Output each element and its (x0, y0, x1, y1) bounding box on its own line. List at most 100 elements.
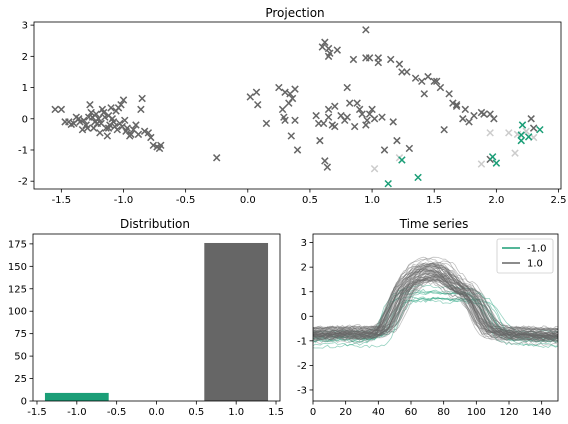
scatter-point (420, 90, 429, 98)
series-line (313, 271, 558, 338)
scatter-point (362, 26, 370, 34)
scatter-point (103, 132, 112, 140)
scatter-point (522, 127, 530, 135)
scatter-point (349, 55, 358, 64)
scatter-point (414, 173, 422, 182)
series-line (313, 274, 558, 338)
series-line (313, 262, 558, 339)
series-line (313, 296, 558, 334)
scatter-point (318, 43, 327, 51)
scatter-point (461, 105, 470, 114)
scatter-point (480, 110, 488, 118)
timeseries-legend: -1.0 1.0 (496, 238, 554, 274)
scatter-point (343, 113, 351, 121)
series-line (313, 274, 558, 335)
series-line (313, 263, 558, 346)
series-line (313, 258, 558, 339)
scatter-point (411, 74, 420, 82)
timeseries-lines (313, 256, 558, 349)
x-tick-label: 0.5 (188, 407, 204, 418)
series-line (313, 279, 558, 331)
series-line (313, 268, 558, 344)
scatter-point (384, 179, 392, 188)
plot-frame (33, 21, 562, 190)
series-line (313, 275, 558, 330)
scatter-point (527, 115, 535, 123)
series-line (313, 268, 558, 340)
scatter-point (365, 54, 374, 62)
scatter-point (393, 136, 401, 145)
scatter-point (75, 115, 83, 123)
distribution-title: Distribution (120, 217, 190, 231)
y-tick-label: -3 (297, 385, 307, 396)
scatter-point (132, 121, 140, 129)
x-tick-label: 80 (437, 407, 450, 418)
scatter-point (518, 121, 527, 129)
scatter-point (378, 113, 386, 121)
x-tick-label: 1.0 (364, 195, 380, 206)
x-tick-label: 0 (310, 407, 316, 418)
scatter-point (321, 38, 329, 47)
x-tick-label: -1.5 (52, 195, 72, 206)
series-line (313, 278, 558, 331)
x-tick-label: -0.5 (107, 407, 127, 418)
x-tick-label: 120 (499, 407, 518, 418)
x-tick-label: -1.0 (67, 407, 87, 418)
scatter-point (281, 88, 289, 96)
series-line (313, 296, 558, 340)
scatter-point (432, 77, 441, 86)
series-line (313, 297, 558, 338)
scatter-point (536, 125, 544, 134)
series-line (313, 270, 558, 336)
scatter-point (370, 164, 379, 173)
scatter-point (490, 115, 498, 123)
scatter-point (477, 160, 486, 168)
series-line (313, 265, 558, 342)
scatter-point (275, 83, 283, 92)
series-line (313, 291, 558, 343)
series-line (313, 268, 558, 337)
projection-marks (51, 26, 544, 188)
x-tick-label: -1.5 (27, 407, 47, 418)
y-tick-label: 3 (301, 238, 307, 249)
scatter-point (350, 122, 359, 131)
scatter-point (117, 100, 125, 109)
scatter-point (157, 141, 165, 150)
series-line (313, 263, 558, 342)
x-tick-label: 100 (467, 407, 486, 418)
scatter-point (355, 105, 364, 114)
scatter-point (452, 100, 461, 109)
y-tick-label: 1 (22, 83, 28, 94)
series-line (313, 268, 558, 339)
y-tick-label: -1 (18, 145, 28, 156)
series-line (313, 273, 558, 332)
scatter-point (127, 130, 135, 139)
scatter-point (121, 116, 129, 125)
timeseries-title: Time series (399, 217, 469, 231)
scatter-point (465, 118, 473, 126)
x-tick-label: 0.0 (240, 195, 256, 206)
y-tick-label: 0 (301, 312, 307, 323)
x-tick-label: 0.5 (302, 195, 318, 206)
scatter-point (51, 105, 59, 114)
scatter-point (212, 154, 221, 162)
projection-panel: Projection -1.5 -1.0 -0.5 0.0 0.5 1.0 1.5 2.0 2.… (18, 6, 566, 206)
scatter-point (144, 129, 153, 137)
scatter-point (319, 119, 328, 128)
scatter-point (363, 116, 371, 125)
series-line (313, 262, 558, 337)
series-line (313, 272, 558, 342)
scatter-point (331, 122, 339, 131)
x-tick-label: 1.0 (228, 407, 244, 418)
scatter-point (529, 124, 538, 132)
scatter-point (353, 99, 361, 107)
scatter-point (343, 83, 351, 92)
scatter-point (380, 146, 389, 154)
series-line (313, 275, 558, 332)
series-line (313, 290, 558, 349)
y-tick-label: 100 (8, 307, 27, 318)
scatter-point (486, 129, 494, 137)
series-line (313, 277, 558, 335)
scatter-point (440, 125, 448, 134)
scatter-point (107, 104, 115, 112)
